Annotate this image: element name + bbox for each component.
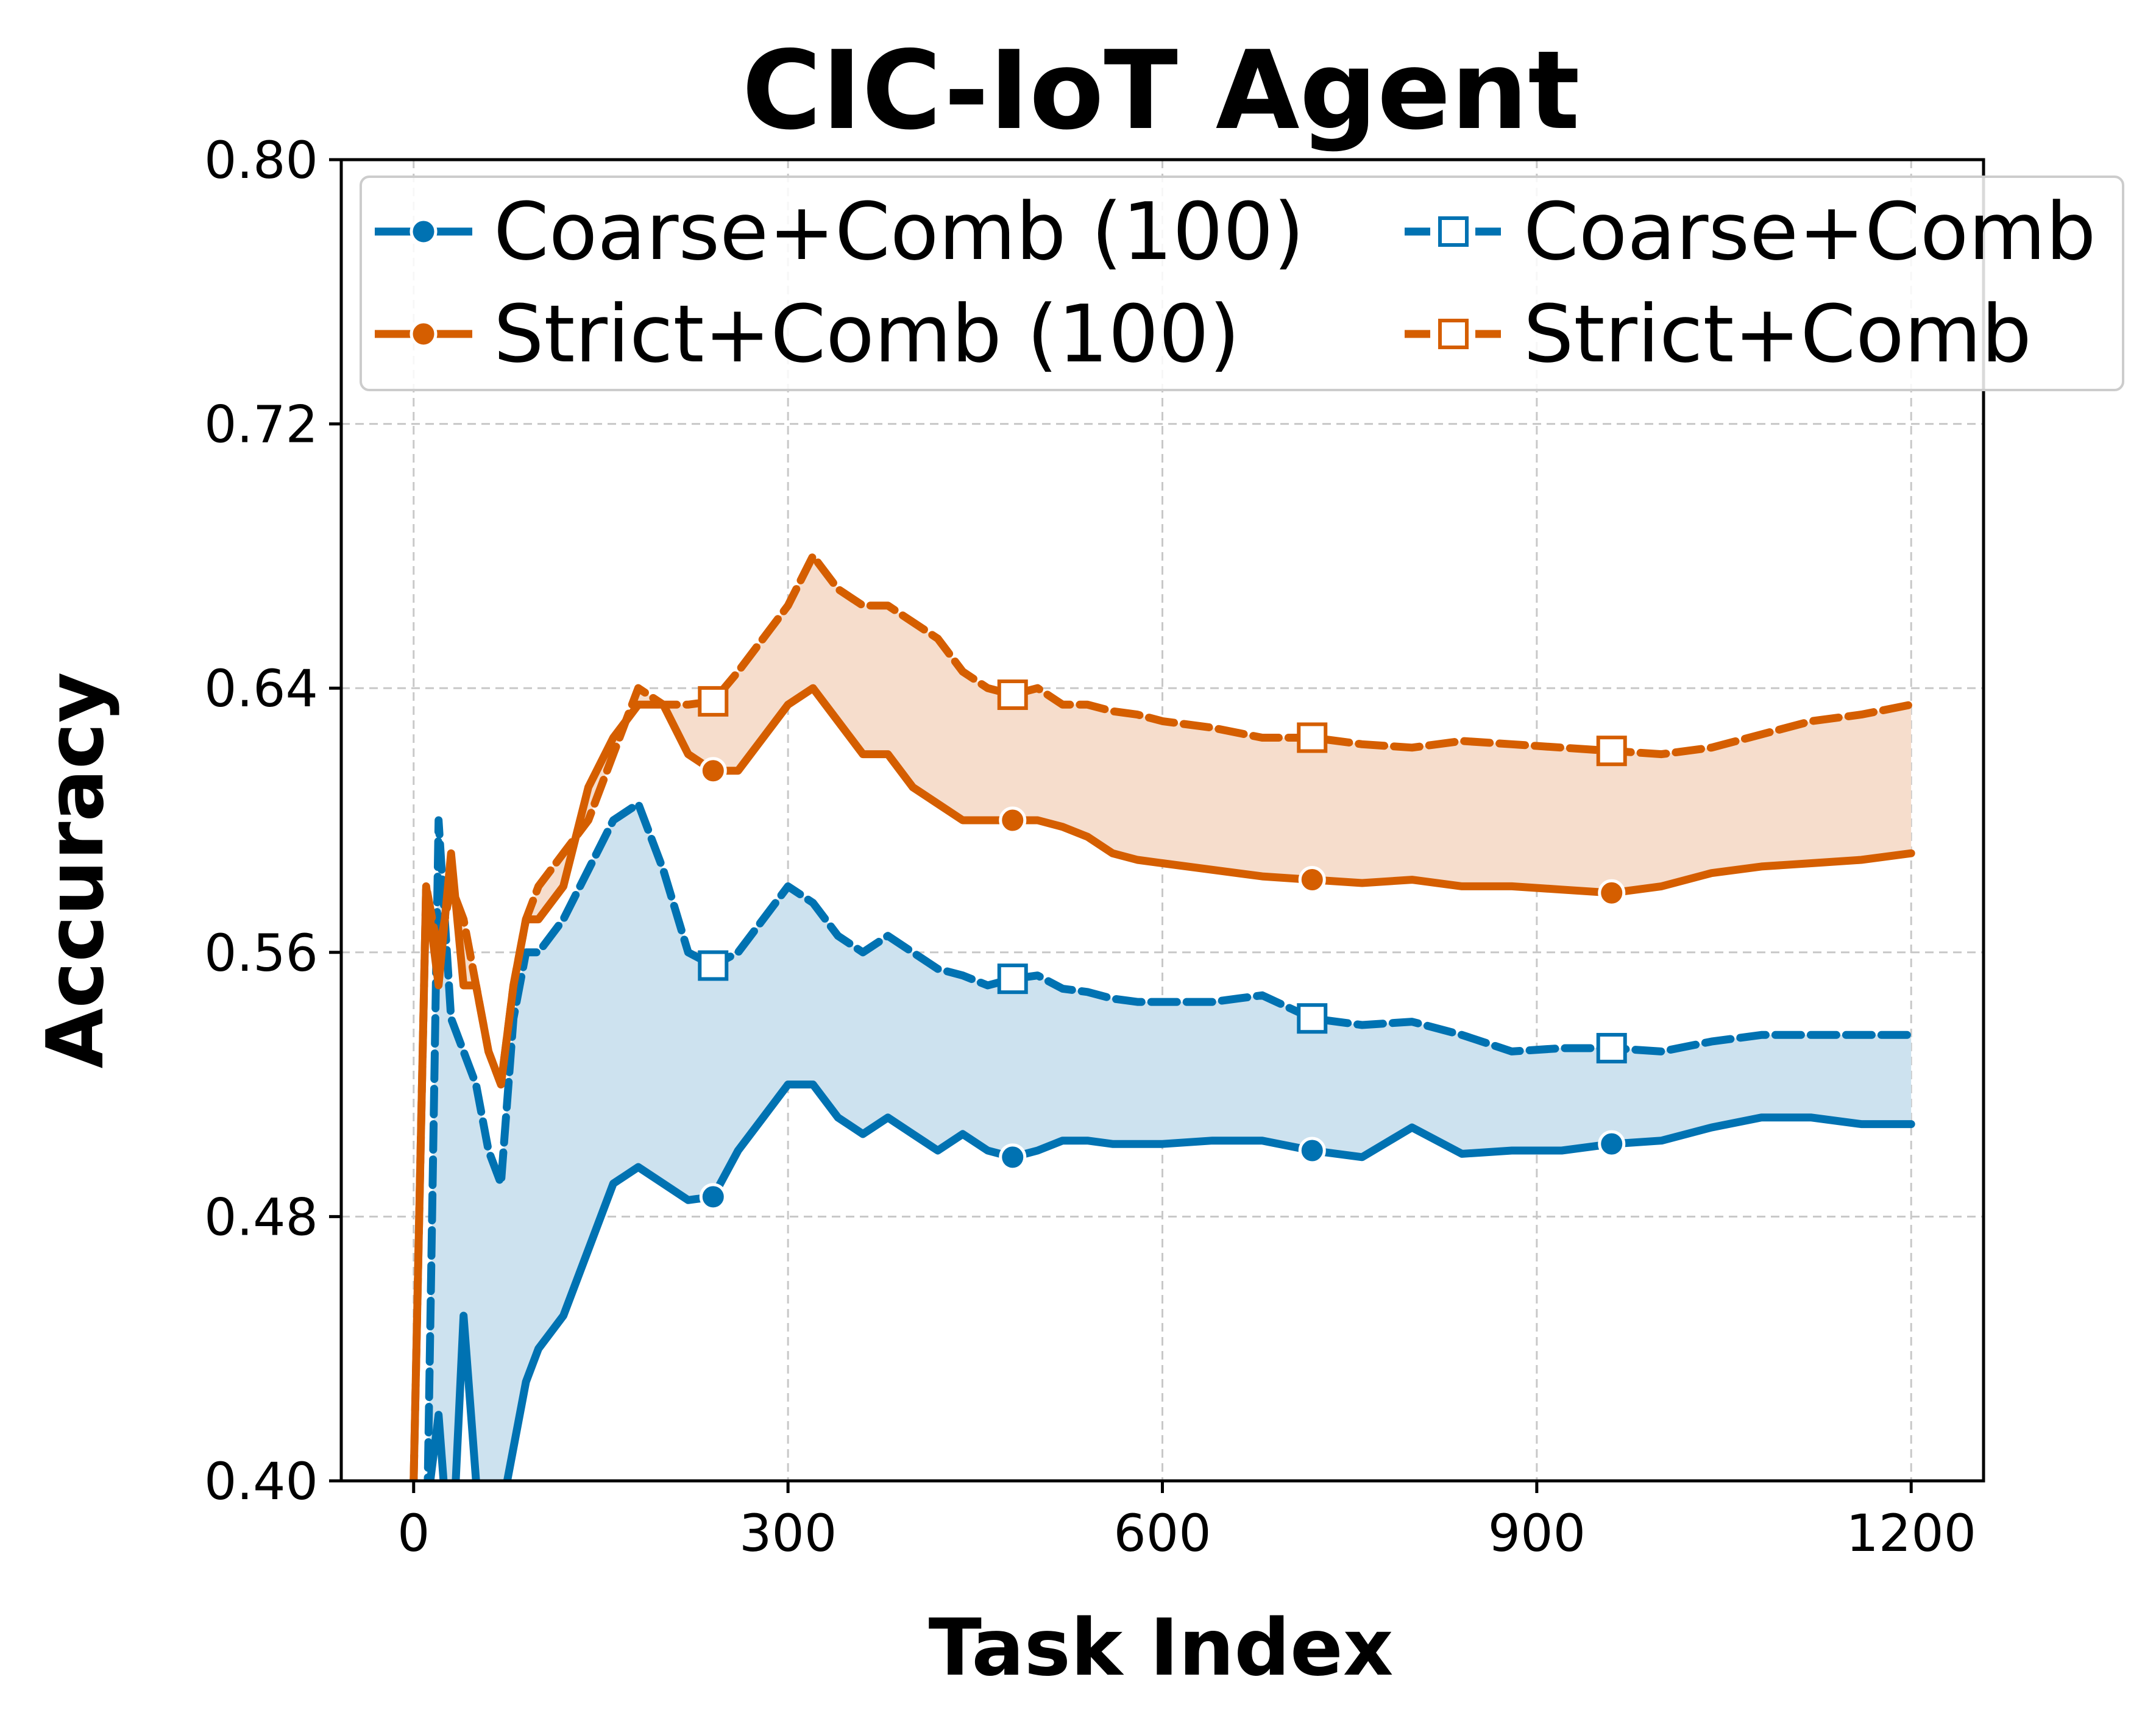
data-point-marker [999,806,1027,834]
legend-label: Coarse+Comb (100) [494,185,1304,278]
data-point-marker [698,686,729,717]
data-point-marker [699,1183,727,1211]
y-tick-label: 0.48 [204,1187,318,1247]
x-axis-ticks: 0 300 600 900 1200 [397,1481,1976,1563]
data-point-marker [997,679,1028,711]
legend-label: Strict+Comb [1523,288,2032,380]
y-tick-label: 0.72 [204,395,318,455]
y-axis-ticks: 0.40 0.48 0.56 0.64 0.72 0.80 [204,130,341,1511]
legend-label: Strict+Comb (100) [494,288,1240,380]
data-point-marker [699,757,727,785]
data-point-marker [997,963,1028,995]
legend-label: Coarse+Comb [1523,185,2096,278]
data-point-marker [1438,216,1469,247]
x-tick-label: 0 [397,1503,430,1563]
data-point-marker [1598,879,1626,907]
data-point-marker [1297,1003,1328,1034]
data-point-marker [410,218,438,246]
x-tick-label: 1200 [1846,1503,1976,1563]
data-point-marker [410,320,438,348]
y-tick-label: 0.64 [204,659,318,718]
series-markers [698,679,1627,1211]
data-point-marker [1298,866,1326,894]
series-line [410,800,1915,1481]
data-point-marker [1297,722,1328,753]
data-point-marker [1598,1130,1626,1158]
data-point-marker [1596,736,1627,767]
legend-box [360,176,2124,391]
y-axis-label: Accuracy [30,672,121,1069]
series-line [410,1080,1915,1481]
data-point-marker [1596,1032,1627,1063]
data-point-marker [698,950,729,981]
legend: Coarse+Comb (100) Strict+Comb (100) Coarse… [360,176,2124,391]
series-lines [410,552,1915,1481]
shaded-band [413,556,1912,1481]
x-axis-label: Task Index [929,1603,1394,1694]
data-point-marker [999,1143,1027,1171]
y-tick-label: 0.80 [204,130,318,190]
chart-title: CIC-IoT Agent [742,27,1580,154]
y-tick-label: 0.56 [204,923,318,983]
x-tick-label: 300 [739,1503,837,1563]
x-tick-label: 900 [1488,1503,1586,1563]
x-tick-label: 600 [1113,1503,1211,1563]
data-point-marker [1438,319,1469,349]
series-line [410,684,1915,1481]
y-tick-label: 0.40 [204,1452,318,1511]
data-point-marker [1298,1137,1326,1165]
